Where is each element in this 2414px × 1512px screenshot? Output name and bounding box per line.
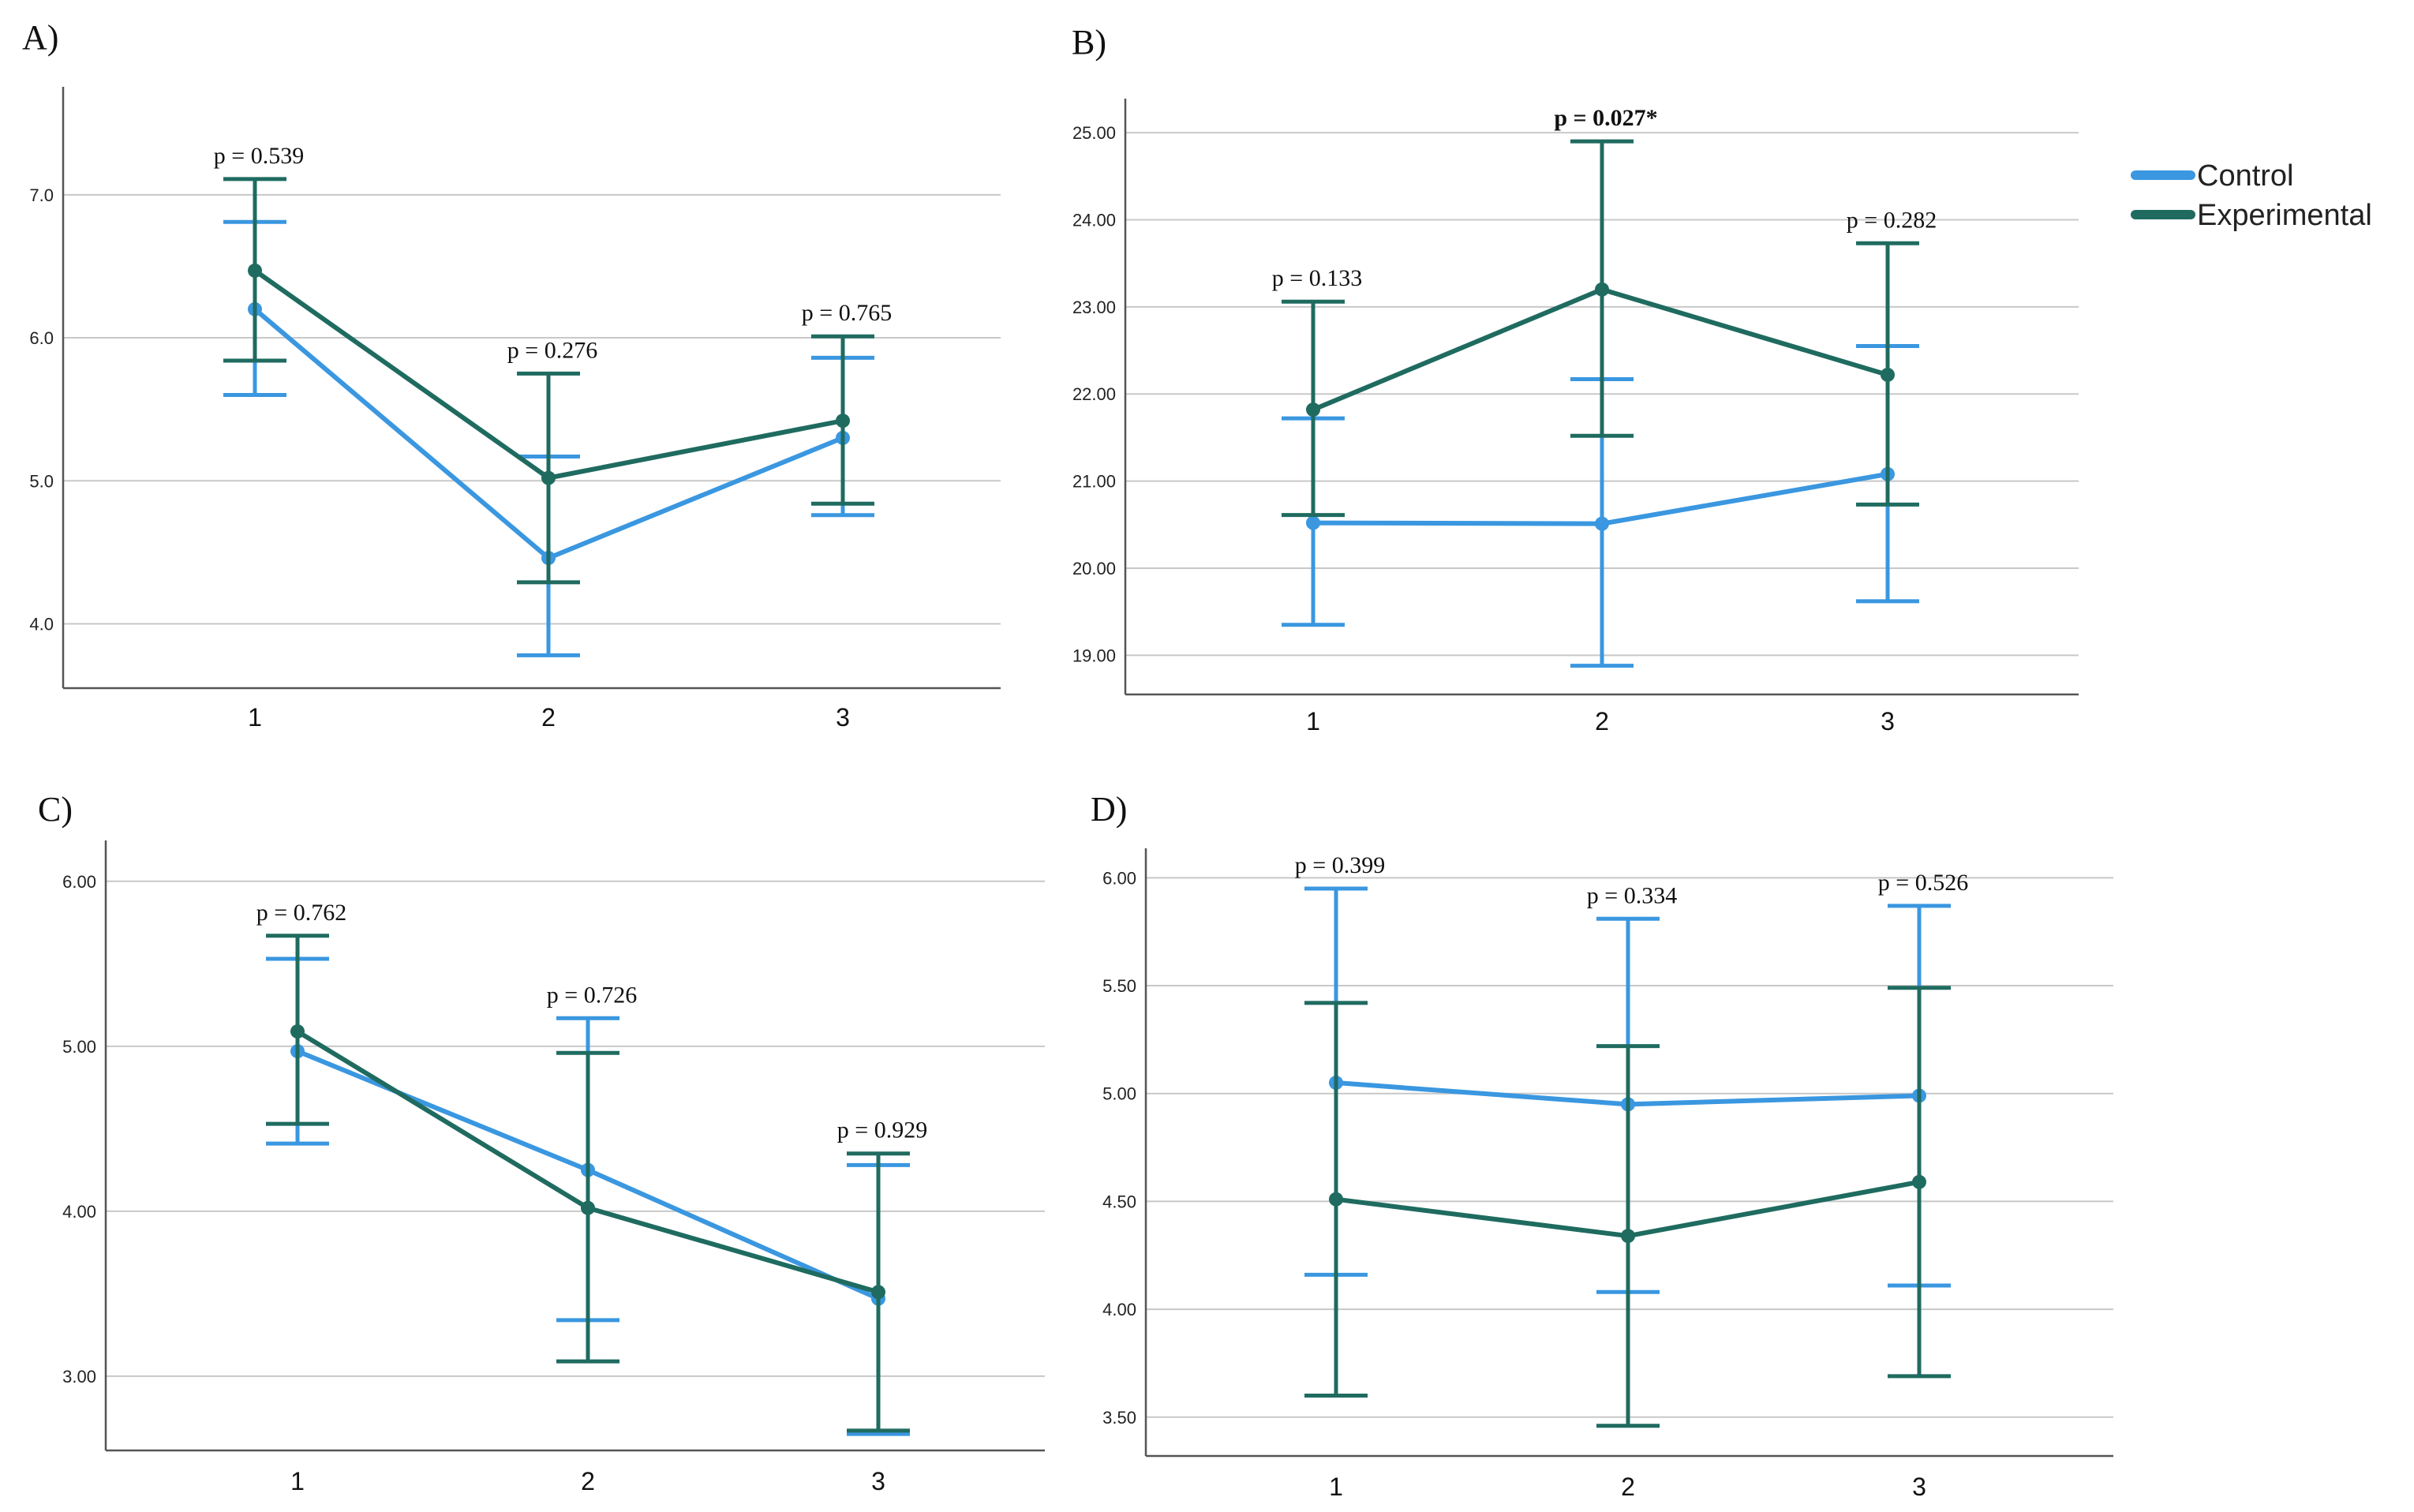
legend-label: Experimental bbox=[2197, 199, 2372, 232]
p-value-annotation: p = 0.762 bbox=[256, 900, 346, 926]
data-point bbox=[541, 470, 556, 485]
panel-label: D) bbox=[1091, 790, 1127, 829]
y-tick-label: 3.00 bbox=[62, 1367, 96, 1387]
y-tick-label: 5.00 bbox=[1102, 1084, 1136, 1104]
y-tick-label: 7.0 bbox=[29, 185, 54, 205]
x-tick-label: 3 bbox=[1912, 1473, 1926, 1501]
legend-label: Control bbox=[2197, 159, 2294, 193]
panel-label: A) bbox=[22, 18, 58, 57]
chart-panel-c: C) 3.00 4.00 5.00 6.00 1 2 3 p = 0.762 p = 0.726 p… bbox=[38, 790, 1045, 1495]
p-value-annotation: p = 0.765 bbox=[802, 300, 892, 326]
chart-panel-a: A) 4.0 5.0 6.0 7.0 1 2 3 p = 0.539 p = 0.276 p = 0… bbox=[22, 18, 1001, 732]
p-value-annotation: p = 0.539 bbox=[214, 143, 304, 169]
y-tick-label: 5.00 bbox=[62, 1037, 96, 1057]
panels-group: A) 4.0 5.0 6.0 7.0 1 2 3 p = 0.539 p = 0.276 p = 0… bbox=[22, 18, 2113, 1501]
y-tick-label: 5.50 bbox=[1102, 976, 1136, 996]
series-experimental bbox=[266, 934, 910, 1433]
p-value-annotation: p = 0.133 bbox=[1272, 265, 1362, 291]
chart-panel-b: B) 19.00 20.00 21.00 22.00 23.00 24.00 25.00 1 2 3… bbox=[1072, 23, 2079, 735]
series-experimental bbox=[1304, 986, 1951, 1428]
data-point bbox=[290, 1024, 305, 1039]
y-tick-label: 23.00 bbox=[1072, 298, 1116, 317]
p-value-annotation: p = 0.027* bbox=[1554, 105, 1657, 131]
x-tick-label: 1 bbox=[1329, 1473, 1343, 1501]
x-tick-label: 1 bbox=[290, 1467, 305, 1495]
x-tick-label: 2 bbox=[581, 1467, 595, 1495]
y-tick-label: 20.00 bbox=[1072, 559, 1116, 578]
y-tick-label: 5.0 bbox=[29, 471, 54, 491]
data-point bbox=[1621, 1229, 1635, 1244]
data-point bbox=[1329, 1192, 1343, 1207]
p-value-annotation: p = 0.526 bbox=[1878, 870, 1968, 896]
x-tick-label: 2 bbox=[541, 703, 556, 732]
y-tick-label: 19.00 bbox=[1072, 646, 1116, 665]
y-tick-label: 4.0 bbox=[29, 614, 54, 634]
y-tick-label: 24.00 bbox=[1072, 210, 1116, 230]
x-tick-label: 1 bbox=[1306, 707, 1320, 735]
p-value-annotation: p = 0.399 bbox=[1295, 852, 1385, 878]
series-experimental bbox=[1282, 139, 1919, 518]
y-tick-label: 25.00 bbox=[1072, 123, 1116, 143]
data-point bbox=[1306, 515, 1320, 530]
p-value-annotation: p = 0.282 bbox=[1847, 207, 1937, 233]
p-value-annotation: p = 0.276 bbox=[507, 337, 597, 363]
chart-panel-d: D) 3.50 4.00 4.50 5.00 5.50 6.00 1 2 3 p = 0.399 p … bbox=[1091, 790, 2113, 1501]
series-experimental bbox=[223, 177, 874, 585]
y-tick-label: 6.00 bbox=[1102, 868, 1136, 888]
data-point bbox=[1912, 1174, 1926, 1189]
y-tick-label: 6.0 bbox=[29, 328, 54, 348]
y-tick-label: 6.00 bbox=[62, 872, 96, 892]
x-tick-label: 3 bbox=[836, 703, 850, 732]
data-point bbox=[248, 263, 262, 278]
x-tick-label: 1 bbox=[248, 703, 262, 732]
panel-label: B) bbox=[1072, 23, 1106, 62]
p-value-annotation: p = 0.726 bbox=[547, 982, 637, 1008]
x-tick-label: 2 bbox=[1621, 1473, 1635, 1501]
y-tick-label: 3.50 bbox=[1102, 1408, 1136, 1428]
y-tick-label: 4.00 bbox=[62, 1202, 96, 1222]
x-tick-label: 2 bbox=[1595, 707, 1609, 735]
panel-label: C) bbox=[38, 790, 73, 829]
data-point bbox=[1881, 367, 1895, 382]
data-point bbox=[871, 1285, 885, 1300]
x-tick-label: 3 bbox=[871, 1467, 885, 1495]
p-value-annotation: p = 0.929 bbox=[837, 1117, 927, 1143]
data-point bbox=[581, 1200, 595, 1215]
legend: Control Experimental bbox=[2131, 159, 2372, 232]
p-value-annotation: p = 0.334 bbox=[1587, 882, 1677, 908]
data-point bbox=[1595, 282, 1609, 297]
data-point bbox=[836, 414, 850, 429]
data-point bbox=[1306, 402, 1320, 417]
y-tick-label: 21.00 bbox=[1072, 472, 1116, 492]
y-tick-label: 4.00 bbox=[1102, 1300, 1136, 1319]
y-tick-label: 4.50 bbox=[1102, 1192, 1136, 1211]
y-tick-label: 22.00 bbox=[1072, 384, 1116, 404]
data-point bbox=[1595, 516, 1609, 531]
x-tick-label: 3 bbox=[1881, 707, 1895, 735]
